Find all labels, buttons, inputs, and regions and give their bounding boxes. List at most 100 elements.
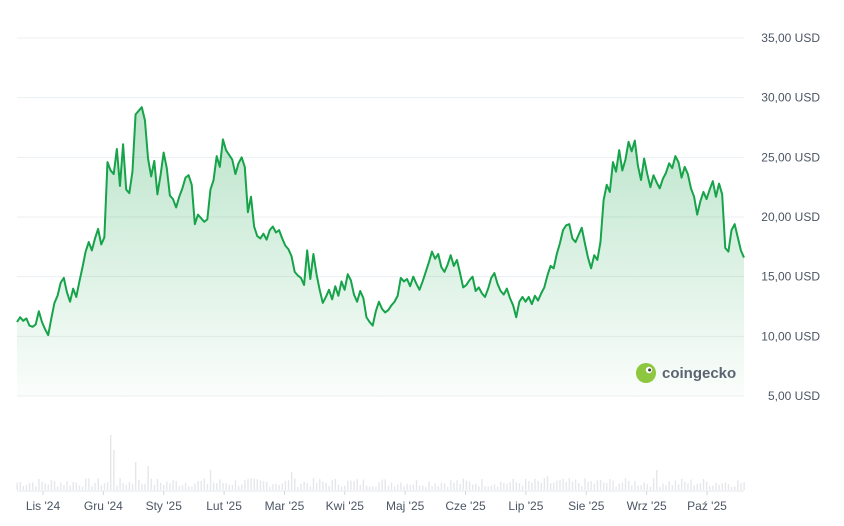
volume-bar bbox=[28, 483, 31, 490]
volume-bar bbox=[581, 486, 583, 490]
volume-bar bbox=[56, 486, 59, 490]
volume-bar bbox=[606, 483, 608, 490]
volume-bar bbox=[47, 484, 50, 490]
volume-bar bbox=[125, 484, 128, 490]
volume-bar bbox=[621, 482, 624, 490]
volume-bar bbox=[699, 483, 702, 490]
volume-bar bbox=[602, 482, 605, 490]
volume-bar bbox=[63, 484, 65, 490]
volume-bar bbox=[197, 480, 199, 490]
volume-bar bbox=[269, 486, 271, 490]
volume-bar bbox=[312, 478, 315, 490]
volume-bar bbox=[275, 483, 277, 490]
coingecko-logo-pupil bbox=[648, 368, 652, 372]
volume-bar bbox=[362, 479, 365, 490]
volume-bars bbox=[16, 435, 745, 490]
volume-bar bbox=[322, 481, 324, 490]
volume-bar bbox=[609, 479, 611, 490]
volume-bar bbox=[518, 483, 521, 490]
y-tick-label: 15,00 USD bbox=[761, 270, 820, 284]
volume-bar bbox=[159, 482, 162, 490]
volume-bar bbox=[191, 486, 193, 490]
y-tick-label: 30,00 USD bbox=[761, 91, 820, 105]
volume-bar bbox=[16, 482, 18, 490]
volume-bar bbox=[131, 484, 134, 490]
volume-bar bbox=[234, 480, 237, 490]
volume-bar bbox=[209, 470, 212, 490]
y-tick-label: 5,00 USD bbox=[768, 389, 820, 403]
volume-bar bbox=[97, 478, 99, 490]
volume-bar bbox=[490, 485, 493, 490]
volume-bar bbox=[156, 479, 159, 490]
coingecko-wordmark: coingecko bbox=[662, 365, 736, 382]
volume-bar bbox=[91, 485, 93, 490]
volume-bar bbox=[659, 486, 661, 490]
volume-bar bbox=[546, 476, 549, 490]
volume-bar bbox=[328, 485, 330, 490]
volume-bar bbox=[696, 483, 698, 490]
volume-bar bbox=[562, 478, 564, 490]
x-tick-label: Lut '25 bbox=[206, 499, 242, 513]
volume-bar bbox=[534, 478, 536, 490]
volume-bar bbox=[178, 485, 181, 490]
volume-bar bbox=[431, 486, 433, 490]
volume-bar bbox=[303, 481, 305, 490]
volume-bar bbox=[294, 478, 296, 490]
volume-bar bbox=[166, 481, 168, 490]
volume-bar bbox=[141, 483, 143, 490]
volume-bar bbox=[515, 482, 518, 490]
volume-bar bbox=[718, 484, 720, 490]
volume-bar bbox=[425, 486, 427, 490]
volume-bar bbox=[553, 482, 555, 490]
coingecko-logo-icon bbox=[636, 363, 656, 383]
volume-bar bbox=[237, 485, 240, 490]
volume-bar bbox=[652, 478, 655, 490]
volume-bar bbox=[428, 481, 430, 490]
volume-bar bbox=[450, 480, 452, 490]
coingecko-watermark: coingecko bbox=[636, 363, 736, 383]
volume-bar bbox=[478, 486, 480, 490]
volume-bar bbox=[730, 486, 733, 490]
volume-bar bbox=[297, 486, 299, 490]
y-axis: 5,00 USD 10,00 USD 15,00 USD 20,00 USD 25,00… bbox=[761, 31, 820, 403]
volume-bar bbox=[571, 481, 574, 490]
volume-bar bbox=[549, 483, 552, 490]
volume-bar bbox=[259, 480, 262, 490]
volume-bar bbox=[528, 481, 530, 490]
volume-bar bbox=[443, 483, 446, 490]
volume-bar bbox=[110, 435, 112, 490]
volume-bar bbox=[368, 486, 371, 490]
volume-bar bbox=[506, 483, 508, 490]
volume-bar bbox=[475, 483, 477, 490]
volume-bar bbox=[116, 485, 118, 490]
volume-bar bbox=[409, 484, 411, 490]
volume-bar bbox=[147, 466, 149, 490]
volume-bar bbox=[693, 485, 695, 490]
volume-bar bbox=[188, 486, 190, 490]
volume-bar bbox=[334, 478, 337, 490]
volume-bar bbox=[375, 486, 377, 490]
volume-bar bbox=[584, 478, 586, 490]
volume-bar bbox=[665, 485, 667, 490]
volume-bar bbox=[702, 478, 705, 490]
x-tick-label: Gru '24 bbox=[84, 499, 123, 513]
volume-bar bbox=[103, 483, 106, 490]
volume-bar bbox=[596, 480, 599, 490]
volume-bar bbox=[228, 484, 230, 490]
volume-bar bbox=[537, 480, 539, 490]
volume-bar bbox=[574, 479, 577, 490]
volume-bar bbox=[640, 485, 642, 490]
volume-bar bbox=[353, 481, 355, 490]
volume-bar bbox=[637, 485, 639, 490]
volume-bar bbox=[524, 478, 527, 490]
volume-bar bbox=[618, 483, 620, 490]
volume-bar bbox=[66, 480, 68, 490]
volume-bar bbox=[540, 482, 542, 490]
volume-bar bbox=[72, 481, 74, 490]
volume-bar bbox=[590, 481, 592, 490]
volume-bar bbox=[222, 482, 224, 490]
volume-bar bbox=[456, 480, 458, 490]
volume-bar bbox=[356, 479, 358, 490]
volume-bar bbox=[397, 484, 399, 490]
